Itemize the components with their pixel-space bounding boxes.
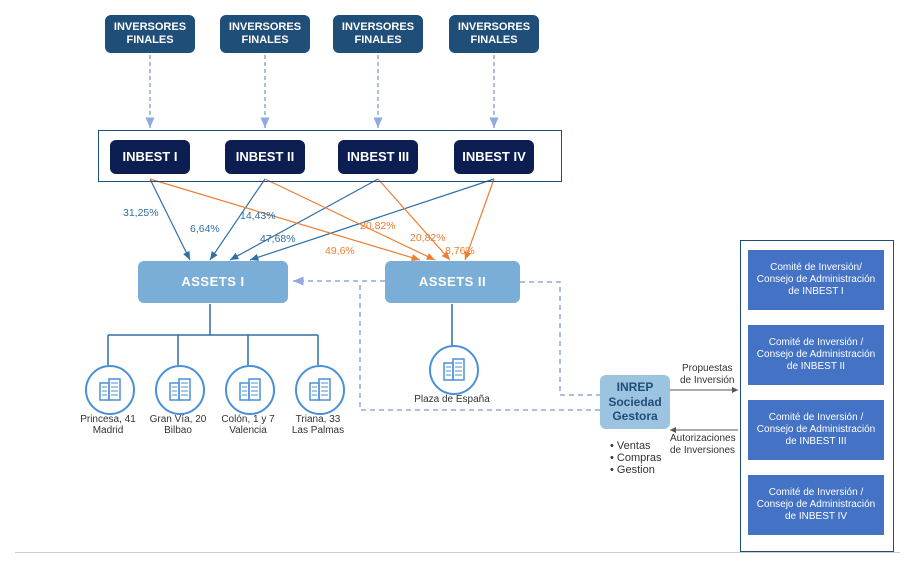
building-icon — [85, 365, 135, 415]
inversores-4: INVERSORES FINALES — [449, 15, 539, 53]
property-label: Princesa, 41Madrid — [78, 414, 138, 436]
building-icon — [295, 365, 345, 415]
property-label: Plaza de España — [412, 394, 492, 405]
inrep-bullets: Ventas Compras Gestion — [610, 440, 662, 476]
autorizaciones-label: Autorizacionesde Inversiones — [670, 433, 736, 457]
comite-3: Comité de Inversión / Consejo de Adminis… — [748, 400, 884, 460]
inversores-3: INVERSORES FINALES — [333, 15, 423, 53]
comite-4: Comité de Inversión / Consejo de Adminis… — [748, 475, 884, 535]
pct-2: 6,64% — [190, 223, 220, 235]
footer-divider — [15, 552, 900, 553]
building-icon — [155, 365, 205, 415]
inbest-4: INBEST IV — [454, 140, 534, 174]
pct-7: 20,82% — [410, 232, 446, 244]
comite-1: Comité de Inversión/ Consejo de Administ… — [748, 250, 884, 310]
pct-1: 31,25% — [123, 207, 159, 219]
pct-8: 8,76% — [445, 245, 475, 257]
pct-4: 47,68% — [260, 233, 296, 245]
pct-5: 49,6% — [325, 245, 355, 257]
property-label: Colón, 1 y 7Valencia — [218, 414, 278, 436]
inversores-1: INVERSORES FINALES — [105, 15, 195, 53]
assets-2: ASSETS II — [385, 261, 520, 303]
pct-6: 20,82% — [360, 220, 396, 232]
building-icon — [429, 345, 479, 395]
inrep-box: INREP Sociedad Gestora — [600, 375, 670, 429]
property-label: Gran Vía, 20Bilbao — [148, 414, 208, 436]
propuestas-label: Propuestasde Inversión — [680, 363, 734, 387]
inbest-3: INBEST III — [338, 140, 418, 174]
inbest-1: INBEST I — [110, 140, 190, 174]
building-icon — [225, 365, 275, 415]
assets-1: ASSETS I — [138, 261, 288, 303]
inversores-2: INVERSORES FINALES — [220, 15, 310, 53]
pct-3: 14,43% — [240, 210, 276, 222]
property-label: Triana, 33Las Palmas — [288, 414, 348, 436]
inbest-2: INBEST II — [225, 140, 305, 174]
comite-2: Comité de Inversión / Consejo de Adminis… — [748, 325, 884, 385]
